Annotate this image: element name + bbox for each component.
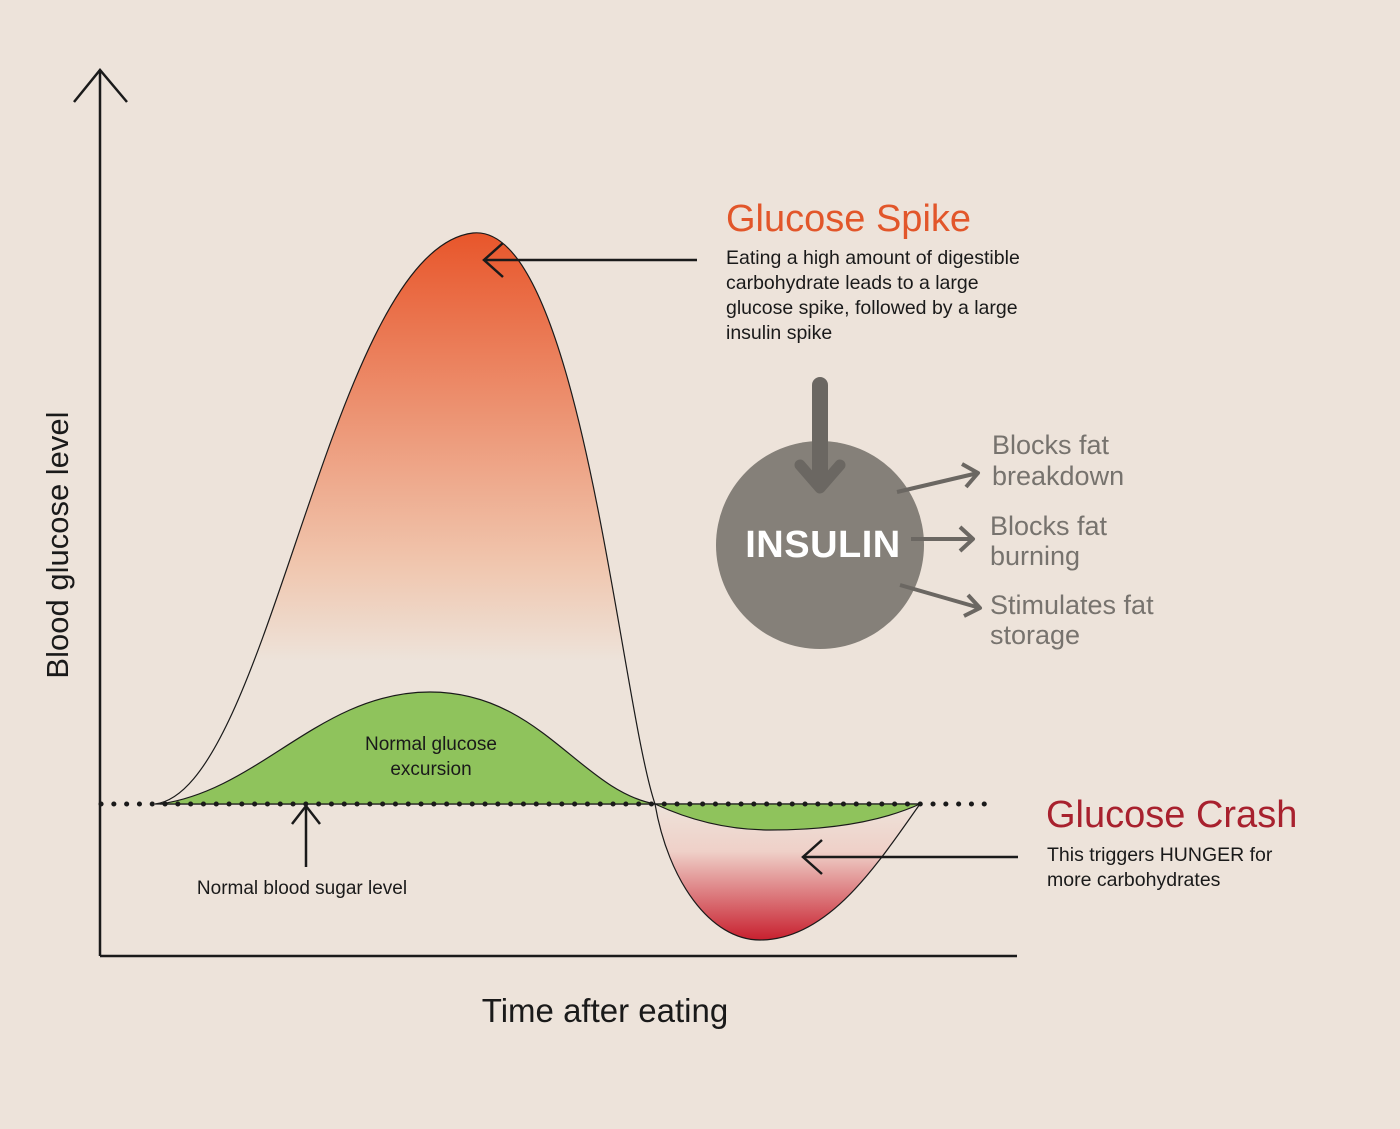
insulin-effect-arrows [896, 462, 982, 618]
effect-arrow-1 [896, 471, 979, 494]
x-axis-label: Time after eating [482, 992, 728, 1029]
spike-description-line-1: Eating a high amount of digestible [726, 247, 1020, 269]
normal-dip-area [654, 803, 921, 831]
insulin-label: INSULIN [745, 524, 901, 566]
axes [73, 68, 1017, 958]
insulin-node: INSULIN [716, 377, 924, 649]
effect-3-line-2: storage [990, 620, 1080, 650]
effect-2-line-2: burning [990, 541, 1080, 571]
y-axis-arrowhead [73, 68, 128, 103]
effect-1-line-2: breakdown [992, 461, 1124, 491]
glucose-spike-area [154, 232, 656, 805]
crash-description-line-2: more carbohydrates [1047, 869, 1221, 891]
crash-callout: Glucose Crash This triggers HUNGER for m… [801, 794, 1297, 891]
spike-description-line-3: glucose spike, followed by a large [726, 297, 1018, 319]
baseline-callout: Normal blood sugar level [197, 803, 407, 899]
normal-excursion-label-line-1: Normal glucose [365, 734, 497, 755]
normal-excursion-label-line-2: excursion [390, 759, 471, 780]
insulin-down-arrow-head [794, 459, 846, 494]
crash-title: Glucose Crash [1046, 794, 1297, 836]
insulin-circle [716, 441, 924, 649]
effect-arrow-3 [899, 583, 981, 610]
y-axis-label: Blood glucose level [40, 411, 75, 678]
glucose-crash-area [654, 803, 922, 941]
effect-3-line-1: Stimulates fat [990, 590, 1154, 620]
spike-description-line-2: carbohydrate leads to a large [726, 272, 979, 294]
baseline-pointer-arrowhead [291, 803, 321, 825]
normal-excursion-area [159, 691, 656, 805]
effect-2-line-1: Blocks fat [990, 511, 1108, 541]
spike-pointer-arrowhead [482, 242, 504, 278]
crash-pointer-arrowhead [801, 839, 823, 875]
effect-1-line-1: Blocks fat [992, 430, 1110, 460]
spike-title: Glucose Spike [726, 198, 971, 240]
spike-callout: Glucose Spike Eating a high amount of di… [482, 198, 1020, 344]
baseline-label: Normal blood sugar level [197, 878, 407, 899]
crash-description-line-1: This triggers HUNGER for [1047, 844, 1273, 866]
effect-arrowhead-3 [963, 593, 982, 618]
effect-arrowhead-2 [958, 525, 975, 553]
effect-arrowhead-1 [961, 462, 980, 489]
spike-description-line-4: insulin spike [726, 322, 832, 344]
